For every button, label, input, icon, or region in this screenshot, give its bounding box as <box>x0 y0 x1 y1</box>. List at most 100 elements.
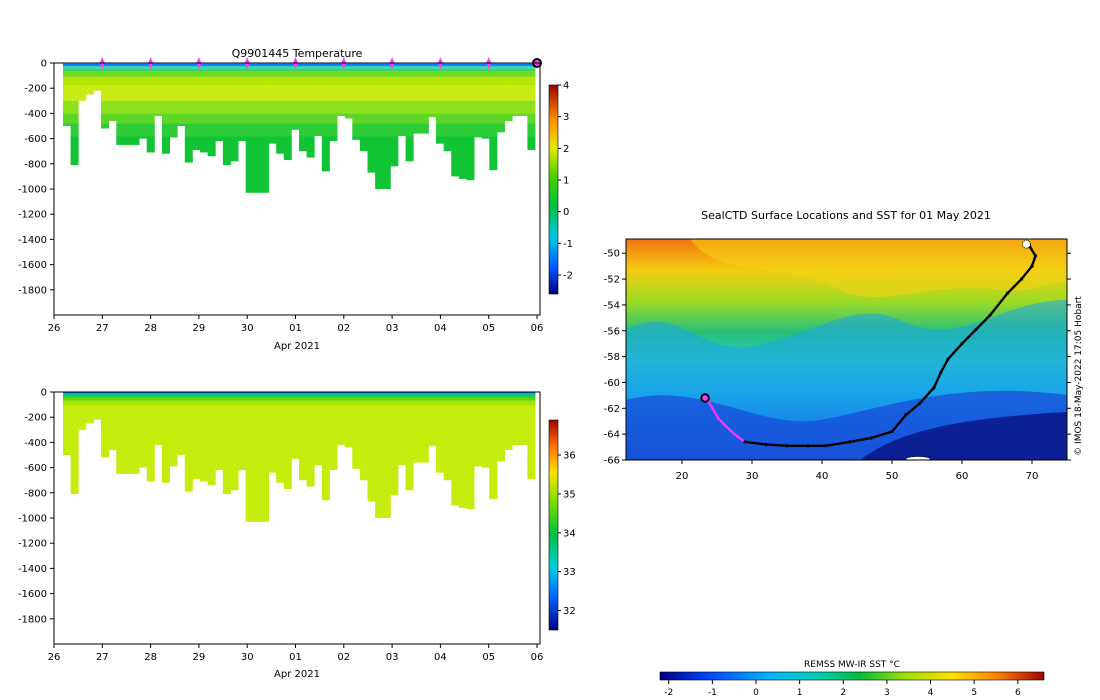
profile-segment <box>93 63 102 65</box>
profile-segment <box>299 136 308 152</box>
profile-segment <box>352 400 361 406</box>
profile-segment <box>161 405 170 483</box>
sst-map-title: SealCTD Surface Locations and SST for 01… <box>701 209 991 222</box>
profile-segment <box>184 395 193 398</box>
profile-segment <box>215 395 224 398</box>
profile-column <box>390 392 399 496</box>
profile-segment <box>382 85 391 101</box>
profile-segment <box>245 76 254 86</box>
profile-segment <box>405 136 414 162</box>
profile-segment <box>131 64 140 66</box>
profile-segment <box>466 113 475 124</box>
track-point <box>1019 277 1024 281</box>
profile-column <box>291 392 300 459</box>
profile-segment <box>139 64 148 66</box>
profile-segment <box>63 66 72 69</box>
profile-segment <box>504 64 513 66</box>
profile-segment <box>306 123 315 137</box>
profile-segment <box>299 400 308 406</box>
profile-segment <box>397 123 406 137</box>
profile-segment <box>443 405 452 481</box>
profile-segment <box>329 76 338 86</box>
profile-segment <box>375 66 384 69</box>
profile-segment <box>161 394 170 396</box>
profile-segment <box>169 100 178 114</box>
profile-segment <box>276 395 285 398</box>
profile-segment <box>504 85 513 101</box>
profile-segment <box>375 397 384 401</box>
profile-column <box>169 63 178 138</box>
profile-segment <box>268 393 277 395</box>
profile-segment <box>413 66 422 69</box>
profile-column <box>474 392 483 467</box>
profile-segment <box>496 66 505 69</box>
profile-segment <box>207 100 216 114</box>
profile-segment <box>496 394 505 396</box>
profile-segment <box>489 400 498 406</box>
sst-colorbar <box>659 671 1045 681</box>
y-tick-label: -400 <box>24 438 47 449</box>
profile-segment <box>428 394 437 396</box>
profile-segment <box>481 405 490 468</box>
profile-segment <box>359 393 368 395</box>
profile-segment <box>382 405 391 518</box>
profile-segment <box>161 393 170 395</box>
profile-segment <box>276 100 285 114</box>
profile-segment <box>238 397 247 401</box>
profile-segment <box>352 397 361 401</box>
profile-segment <box>200 393 209 395</box>
profile-segment <box>420 395 429 398</box>
profile-segment <box>481 64 490 66</box>
profile-segment <box>512 76 521 86</box>
profile-segment <box>116 113 125 124</box>
profile-segment <box>329 63 338 65</box>
profile-column <box>512 392 521 445</box>
profile-segment <box>93 393 102 395</box>
profile-segment <box>238 394 247 396</box>
profile-segment <box>154 393 163 395</box>
profile-segment <box>268 100 277 114</box>
profile-segment <box>390 405 399 496</box>
profile-segment <box>466 64 475 66</box>
profile-segment <box>443 65 452 67</box>
profile-segment <box>207 66 216 69</box>
profile-segment <box>131 76 140 86</box>
profile-segment <box>527 65 536 67</box>
profile-segment <box>116 397 125 401</box>
profile-segment <box>169 123 178 137</box>
profile-segment <box>184 100 193 114</box>
profile-segment <box>154 65 163 67</box>
profile-segment <box>139 66 148 69</box>
colorbar-tick-label: 33 <box>563 567 576 578</box>
profile-segment <box>420 63 429 65</box>
profile-segment <box>344 100 353 114</box>
profile-segment <box>390 63 399 65</box>
y-tick-label: -800 <box>24 488 47 499</box>
profile-segment <box>344 76 353 86</box>
profile-segment <box>70 100 79 114</box>
colorbar-tick-label: 4 <box>563 81 569 92</box>
profile-segment <box>352 65 361 67</box>
profile-segment <box>329 64 338 66</box>
profile-segment <box>367 113 376 124</box>
profile-segment <box>200 113 209 124</box>
profile-column <box>283 392 292 490</box>
profile-segment <box>101 393 110 395</box>
profile-segment <box>192 71 201 77</box>
profile-segment <box>413 71 422 77</box>
profile-segment <box>85 85 94 95</box>
profile-segment <box>131 66 140 69</box>
profile-segment <box>397 64 406 66</box>
profile-segment <box>344 65 353 67</box>
profile-segment <box>184 68 193 72</box>
profile-segment <box>146 123 155 137</box>
profile-segment <box>230 136 239 162</box>
lon-tick-label: 20 <box>676 471 689 482</box>
profile-segment <box>268 76 277 86</box>
profile-segment <box>245 394 254 396</box>
profile-segment <box>245 123 254 137</box>
profile-segment <box>78 71 87 77</box>
profile-segment <box>527 405 536 479</box>
profile-segment <box>512 397 521 401</box>
profile-segment <box>352 395 361 398</box>
